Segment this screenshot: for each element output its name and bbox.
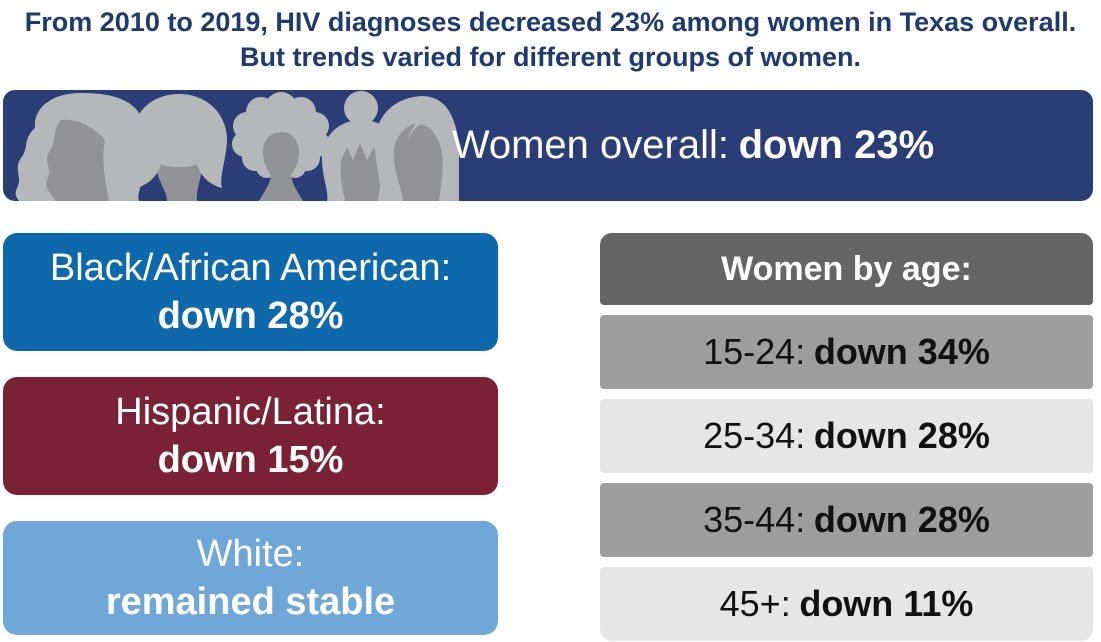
age-label: 25-34: [703,415,806,456]
race-label: Hispanic/Latina: [115,391,386,433]
stat-box-black-african-american: Black/African American: down 28% [3,233,498,351]
stat-box-hispanic-latina: Hispanic/Latina: down 15% [3,377,498,495]
age-row-35-44: 35-44: down 28% [600,483,1093,557]
age-label: 45+: [719,583,791,624]
race-label: Black/African American: [49,247,452,289]
race-value: down 15% [157,439,344,481]
title-line1: From 2010 to 2019, HIV diagnoses decreas… [24,7,1077,37]
page-title: From 2010 to 2019, HIV diagnoses decreas… [0,5,1101,75]
title-line2: But trends varied for different groups o… [239,42,862,72]
stat-box-white: White: remained stable [3,521,498,635]
women-overall-banner: Women overall: down 23% [3,90,1093,201]
age-label: 15-24: [703,331,806,372]
women-overall-stat: Women overall: down 23% [451,90,935,201]
race-value: down 28% [157,295,344,337]
women-by-age-header: Women by age: [600,233,1093,305]
age-value: down 11% [799,583,974,624]
age-value: down 28% [813,499,990,540]
race-label: White: [196,533,305,575]
women-overall-label: Women overall: [451,123,729,167]
women-silhouettes-icon [15,91,459,201]
age-label: 35-44: [703,499,806,540]
age-row-25-34: 25-34: down 28% [600,399,1093,473]
race-value: remained stable [105,581,396,623]
women-overall-value: down 23% [738,123,935,167]
age-value: down 34% [813,331,990,372]
age-value: down 28% [813,415,990,456]
age-row-15-24: 15-24: down 34% [600,315,1093,389]
age-row-45-plus: 45+: down 11% [600,567,1093,641]
